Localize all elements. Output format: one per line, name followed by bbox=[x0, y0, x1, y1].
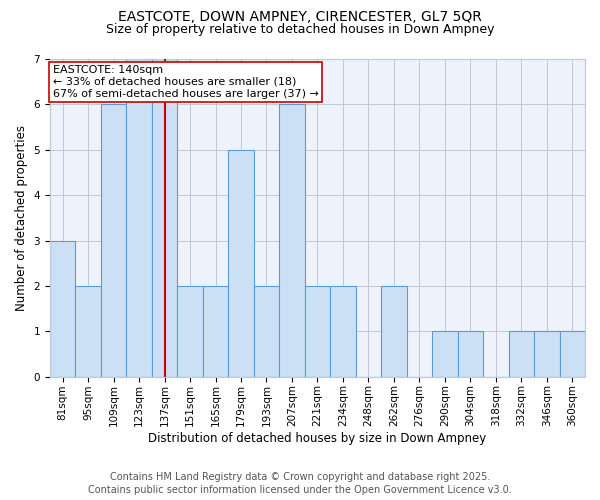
Bar bbox=[279, 104, 305, 376]
Bar bbox=[509, 332, 534, 376]
Bar bbox=[330, 286, 356, 376]
Bar bbox=[560, 332, 585, 376]
Bar bbox=[432, 332, 458, 376]
Text: EASTCOTE: 140sqm
← 33% of detached houses are smaller (18)
67% of semi-detached : EASTCOTE: 140sqm ← 33% of detached house… bbox=[53, 66, 319, 98]
Bar bbox=[50, 240, 76, 376]
Bar bbox=[76, 286, 101, 376]
Text: EASTCOTE, DOWN AMPNEY, CIRENCESTER, GL7 5QR: EASTCOTE, DOWN AMPNEY, CIRENCESTER, GL7 … bbox=[118, 10, 482, 24]
Text: Size of property relative to detached houses in Down Ampney: Size of property relative to detached ho… bbox=[106, 22, 494, 36]
Bar bbox=[254, 286, 279, 376]
Bar bbox=[152, 59, 178, 376]
Bar bbox=[458, 332, 483, 376]
X-axis label: Distribution of detached houses by size in Down Ampney: Distribution of detached houses by size … bbox=[148, 432, 487, 445]
Bar bbox=[101, 104, 127, 376]
Bar bbox=[203, 286, 228, 376]
Bar bbox=[127, 59, 152, 376]
Y-axis label: Number of detached properties: Number of detached properties bbox=[15, 125, 28, 311]
Bar bbox=[381, 286, 407, 376]
Text: Contains HM Land Registry data © Crown copyright and database right 2025.
Contai: Contains HM Land Registry data © Crown c… bbox=[88, 472, 512, 495]
Bar bbox=[178, 286, 203, 376]
Bar bbox=[228, 150, 254, 376]
Bar bbox=[534, 332, 560, 376]
Bar bbox=[305, 286, 330, 376]
